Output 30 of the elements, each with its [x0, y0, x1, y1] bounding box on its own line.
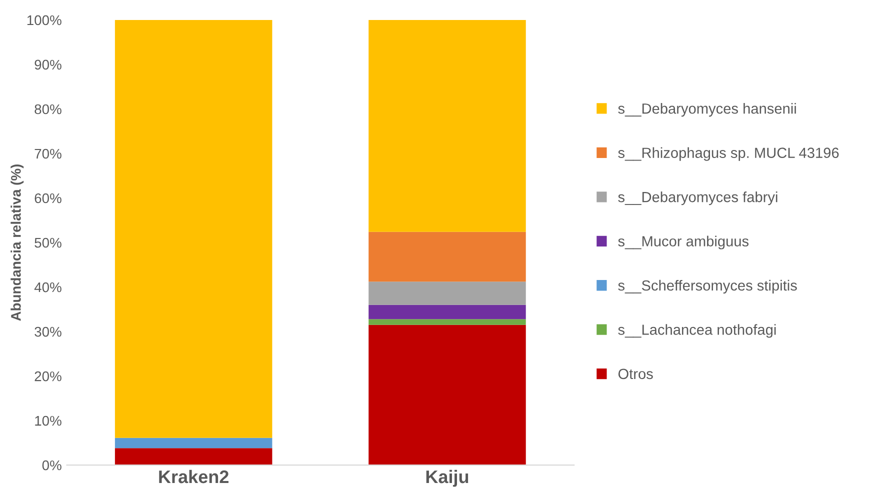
y-tick-label: 40% — [34, 282, 62, 292]
bar — [368, 282, 526, 305]
legend-label: s__Rhizophagus sp. MUCL 43196 — [618, 147, 839, 161]
y-tick-label: 20% — [34, 371, 62, 382]
y-axis-title: Abundancia relativa (%) — [10, 164, 24, 321]
y-tick-label: 0% — [42, 460, 62, 470]
y-tick-label: 100% — [27, 15, 62, 26]
bar — [368, 319, 526, 325]
y-tick-label: 50% — [34, 238, 62, 248]
bar — [368, 232, 526, 282]
legend-label: s__Scheffersomyces stipitis — [618, 280, 797, 294]
bar — [114, 448, 272, 466]
legend-label: Otros — [618, 368, 653, 380]
x-tick-label: Kraken2 — [159, 470, 228, 484]
y-tick-label: 10% — [35, 416, 62, 426]
bar — [114, 438, 272, 448]
y-tick-label: 60% — [34, 193, 62, 204]
legend-label: s__Debaryomyces fabryi — [618, 191, 778, 206]
y-tick-label: 80% — [34, 104, 62, 114]
y-tick-label: 90% — [34, 60, 62, 70]
legend-label: s__Debaryomyces hansenii — [618, 103, 796, 117]
legend-label: s__Mucor ambiguus — [618, 236, 749, 250]
bar — [368, 20, 526, 232]
y-tick-label: 30% — [34, 326, 62, 337]
y-tick-label: 70% — [34, 148, 62, 159]
bar — [114, 20, 272, 438]
bar — [368, 324, 526, 466]
legend-label: s__Lachancea nothofagi — [618, 324, 776, 338]
x-tick-label: Kaiju — [426, 470, 468, 487]
bar — [368, 304, 526, 320]
